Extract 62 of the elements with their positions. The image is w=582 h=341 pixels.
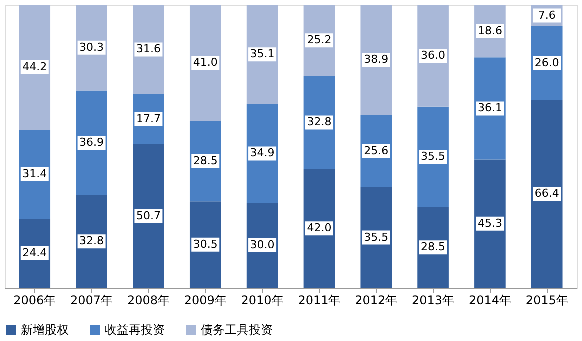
data-label: 36.9: [80, 136, 104, 149]
data-label: 28.5: [193, 154, 218, 168]
bar: [76, 5, 108, 91]
bar: [133, 5, 164, 94]
x-tick-label: 2013年: [412, 294, 455, 308]
data-label: 26.0: [534, 56, 560, 70]
bar: [474, 58, 506, 160]
data-label: 36.1: [478, 102, 502, 115]
bar: [360, 188, 392, 288]
bar: [304, 169, 336, 288]
x-tick-label: 2006年: [14, 294, 56, 308]
x-tick-label: 2014年: [468, 294, 512, 308]
bar: [19, 130, 51, 219]
data-label: 31.6: [136, 42, 161, 56]
data-label: 35.1: [250, 48, 275, 61]
bar: [133, 144, 164, 288]
bar: [531, 100, 563, 288]
bar: [418, 5, 449, 107]
data-label: 41.0: [193, 56, 218, 70]
bar: [76, 195, 108, 288]
data-label: 38.9: [364, 53, 389, 66]
data-label: 30.3: [80, 40, 104, 54]
bar: [246, 104, 278, 204]
data-label: 24.4: [22, 246, 48, 260]
x-tick-label: 2012年: [355, 294, 398, 308]
bar: [190, 202, 222, 288]
bar: [474, 160, 506, 288]
data-label: 44.2: [22, 60, 48, 74]
data-label: 35.5: [421, 150, 446, 164]
data-label: 66.4: [534, 187, 560, 200]
x-tick-label: 2008年: [127, 294, 170, 308]
data-label: 28.5: [421, 240, 446, 254]
data-label: 32.8: [307, 116, 332, 129]
data-label: 30.0: [250, 238, 275, 252]
bar: [76, 90, 108, 196]
data-label: 45.3: [478, 216, 502, 230]
data-label: 7.6: [538, 8, 556, 22]
legend-label: 债务工具投资: [201, 323, 273, 337]
data-label: 25.6: [364, 144, 389, 158]
legend-label: 新增股权: [21, 323, 69, 337]
data-label: 17.7: [136, 112, 161, 126]
data-label: 30.5: [193, 238, 218, 251]
data-label: 35.5: [364, 230, 389, 244]
x-tick-label: 2009年: [184, 294, 227, 308]
data-label: 50.7: [136, 209, 161, 222]
data-label: 32.8: [80, 234, 104, 248]
bar: [246, 5, 278, 104]
data-label: 34.9: [250, 146, 275, 160]
data-label: 25.2: [307, 34, 332, 47]
bar: [19, 5, 51, 130]
bar: [418, 106, 449, 208]
data-label: 31.4: [22, 168, 48, 181]
x-tick-label: 2011年: [298, 294, 341, 308]
data-label: 36.0: [421, 48, 446, 62]
x-tick-label: 2010年: [241, 294, 284, 308]
bar: [190, 5, 222, 122]
x-tick-label: 2007年: [70, 294, 114, 308]
bar: [360, 5, 392, 116]
data-label: 18.6: [478, 24, 502, 38]
legend-label: 收益再投资: [105, 323, 165, 337]
data-label: 42.0: [307, 222, 332, 235]
x-tick-label: 2015年: [526, 294, 568, 308]
